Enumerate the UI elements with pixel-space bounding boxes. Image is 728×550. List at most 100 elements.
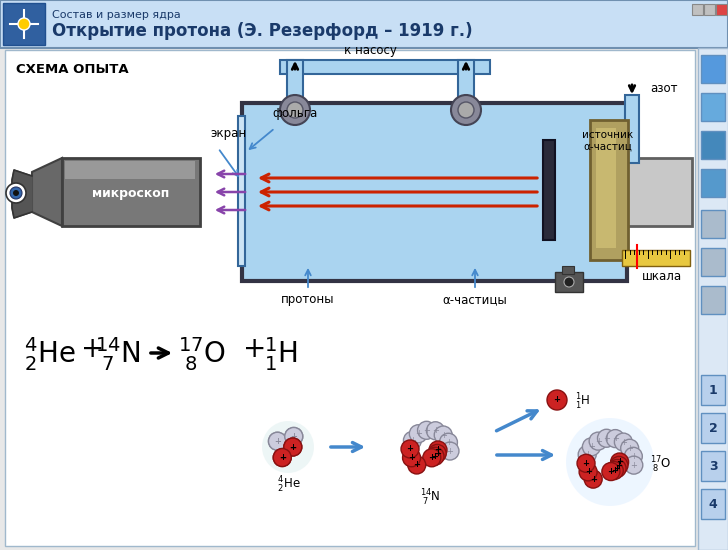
Bar bbox=[242, 103, 627, 281]
Text: $^{14}_{\ 7}$N: $^{14}_{\ 7}$N bbox=[420, 488, 440, 508]
Bar bbox=[458, 60, 474, 110]
Circle shape bbox=[451, 95, 481, 125]
Bar bbox=[62, 158, 200, 226]
Circle shape bbox=[427, 422, 444, 440]
Text: 3: 3 bbox=[708, 459, 717, 472]
Bar bbox=[238, 116, 245, 266]
Circle shape bbox=[435, 426, 452, 444]
Bar bbox=[701, 93, 725, 121]
Circle shape bbox=[18, 18, 30, 30]
Text: $+$: $+$ bbox=[80, 335, 103, 363]
Text: +: + bbox=[615, 461, 622, 470]
Text: +: + bbox=[595, 437, 601, 446]
Circle shape bbox=[625, 447, 642, 465]
Text: +: + bbox=[584, 450, 590, 459]
Circle shape bbox=[579, 463, 597, 481]
Text: +: + bbox=[290, 432, 297, 441]
Text: +: + bbox=[553, 395, 561, 404]
Circle shape bbox=[284, 438, 302, 456]
Circle shape bbox=[547, 390, 567, 410]
Circle shape bbox=[429, 441, 447, 459]
Circle shape bbox=[285, 427, 303, 446]
Circle shape bbox=[426, 447, 444, 465]
Circle shape bbox=[625, 456, 643, 474]
Text: +: + bbox=[423, 426, 430, 435]
Text: +: + bbox=[630, 452, 637, 461]
Text: $^{\ 4}_{\ 2}$He: $^{\ 4}_{\ 2}$He bbox=[18, 335, 76, 373]
Circle shape bbox=[610, 456, 628, 475]
Circle shape bbox=[423, 449, 440, 467]
Text: +: + bbox=[432, 426, 439, 435]
Bar bbox=[590, 120, 628, 260]
Text: $+$: $+$ bbox=[242, 335, 264, 363]
Text: +: + bbox=[414, 460, 420, 470]
Text: +: + bbox=[616, 458, 623, 466]
Text: +: + bbox=[289, 443, 296, 452]
Text: +: + bbox=[434, 449, 440, 458]
Text: +: + bbox=[585, 468, 592, 476]
Circle shape bbox=[440, 433, 457, 451]
Circle shape bbox=[606, 430, 625, 448]
Text: $^{\ 4}_{\ 2}$He: $^{\ 4}_{\ 2}$He bbox=[275, 475, 301, 495]
Text: +: + bbox=[408, 453, 415, 462]
Text: Состав и размер ядра: Состав и размер ядра bbox=[52, 10, 181, 20]
Text: +: + bbox=[289, 443, 296, 452]
Circle shape bbox=[577, 454, 595, 472]
Text: протоны: протоны bbox=[281, 293, 335, 306]
Circle shape bbox=[598, 429, 615, 447]
Circle shape bbox=[428, 444, 446, 463]
Circle shape bbox=[13, 190, 19, 196]
Bar bbox=[701, 489, 725, 519]
Circle shape bbox=[582, 438, 601, 456]
Bar bbox=[716, 4, 727, 15]
Circle shape bbox=[403, 431, 422, 449]
Text: фольга: фольга bbox=[272, 107, 317, 120]
Circle shape bbox=[614, 433, 633, 451]
Bar bbox=[3, 3, 45, 45]
Circle shape bbox=[285, 427, 303, 446]
Bar bbox=[280, 60, 490, 74]
Bar bbox=[698, 48, 728, 550]
Circle shape bbox=[605, 461, 623, 480]
Bar bbox=[622, 250, 690, 266]
Polygon shape bbox=[32, 158, 62, 226]
Circle shape bbox=[458, 102, 474, 118]
Text: $^{17}_{\ 8}$O: $^{17}_{\ 8}$O bbox=[650, 455, 671, 475]
Circle shape bbox=[273, 449, 291, 466]
Bar bbox=[701, 286, 725, 314]
Text: +: + bbox=[440, 431, 447, 439]
Circle shape bbox=[280, 95, 310, 125]
Text: +: + bbox=[611, 466, 618, 475]
Bar bbox=[701, 210, 725, 238]
Bar bbox=[627, 158, 692, 226]
Bar bbox=[555, 272, 583, 292]
Bar bbox=[701, 413, 725, 443]
Bar bbox=[692, 4, 703, 15]
Circle shape bbox=[6, 183, 26, 203]
Text: $^{17}_{\ 8}$O: $^{17}_{\ 8}$O bbox=[178, 335, 226, 373]
Circle shape bbox=[401, 440, 419, 458]
Bar bbox=[543, 140, 555, 240]
Text: +: + bbox=[415, 429, 422, 438]
Text: +: + bbox=[290, 432, 297, 441]
Text: α-частицы: α-частицы bbox=[443, 293, 507, 306]
Text: $^{14}_{\ 7}$N: $^{14}_{\ 7}$N bbox=[95, 335, 141, 373]
Text: +: + bbox=[582, 459, 590, 468]
Bar bbox=[701, 451, 725, 481]
Text: +: + bbox=[588, 442, 595, 452]
Circle shape bbox=[287, 102, 303, 118]
Bar bbox=[287, 60, 303, 110]
Text: шкала: шкала bbox=[642, 270, 682, 283]
Text: 2: 2 bbox=[708, 421, 717, 434]
Circle shape bbox=[418, 421, 435, 439]
Text: +: + bbox=[406, 444, 414, 454]
Text: +: + bbox=[279, 453, 286, 462]
Text: источник
α-частиц: источник α-частиц bbox=[582, 130, 633, 152]
Text: $^{\ 1}_{\ 1}$H: $^{\ 1}_{\ 1}$H bbox=[258, 335, 298, 373]
Text: +: + bbox=[274, 437, 281, 446]
Text: +: + bbox=[435, 446, 441, 454]
Bar bbox=[596, 128, 616, 248]
Text: +: + bbox=[428, 453, 435, 463]
Text: +: + bbox=[274, 437, 281, 446]
Circle shape bbox=[578, 446, 596, 464]
